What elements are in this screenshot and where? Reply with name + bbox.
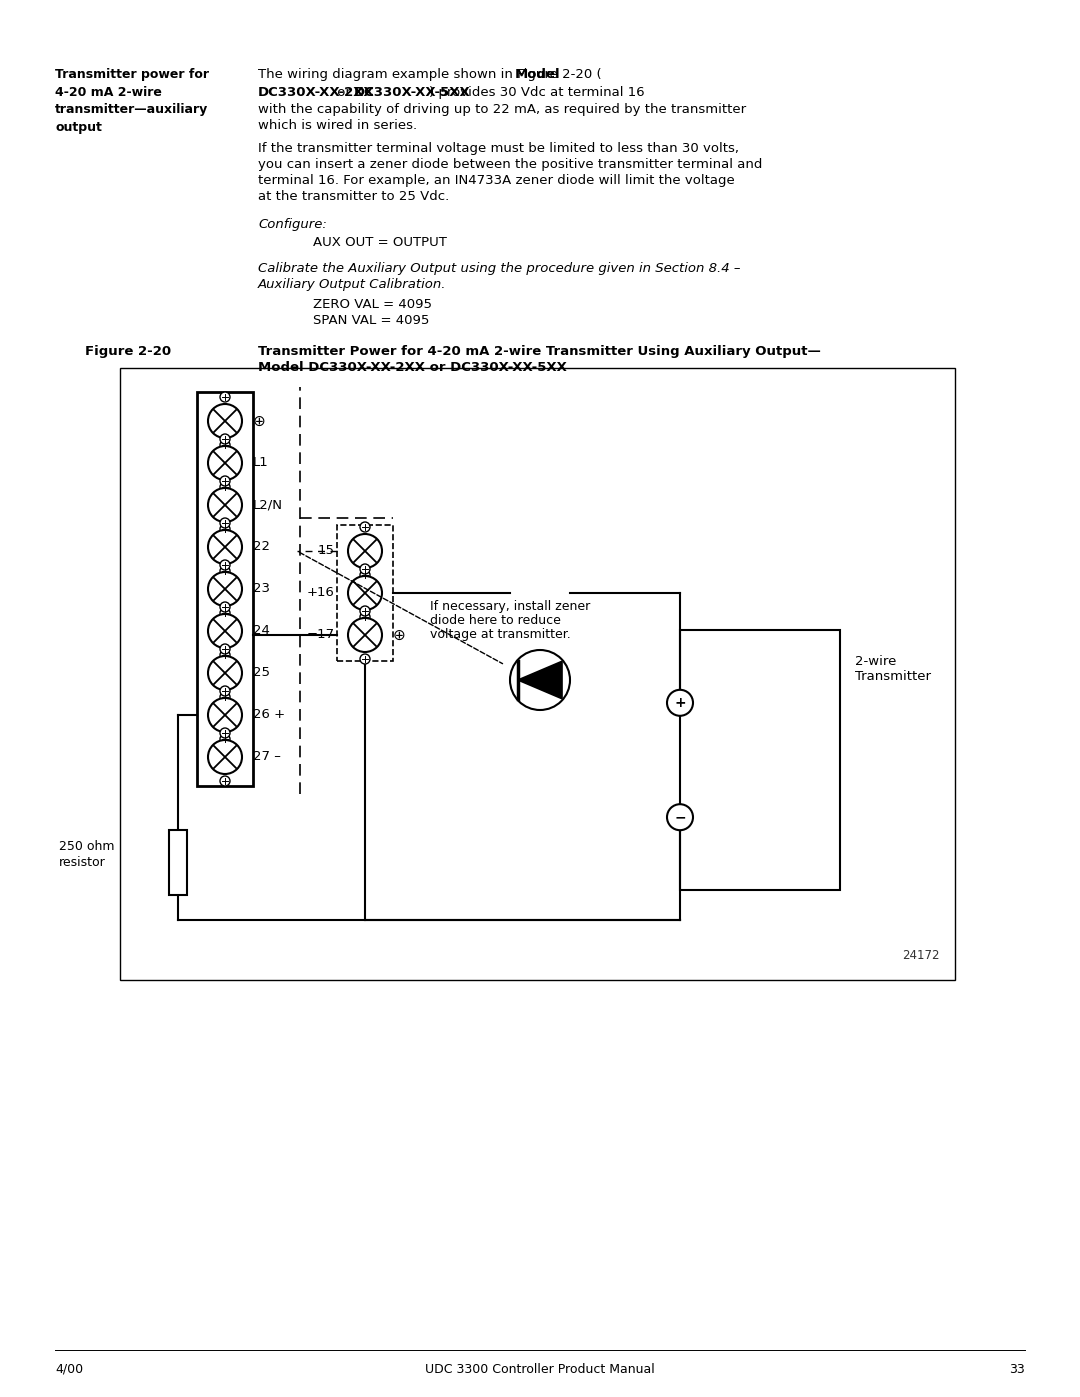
Bar	[680, 630, 840, 890]
Circle shape	[220, 650, 230, 659]
Text: +: +	[674, 696, 686, 710]
Text: Configure:: Configure:	[258, 218, 327, 231]
Circle shape	[220, 692, 230, 703]
Circle shape	[220, 518, 230, 528]
Circle shape	[220, 608, 230, 617]
Text: 33: 33	[1009, 1363, 1025, 1376]
Circle shape	[220, 440, 230, 450]
Circle shape	[208, 488, 242, 522]
Circle shape	[360, 570, 370, 580]
Text: 25: 25	[253, 666, 270, 679]
Bar	[168, 830, 187, 895]
Circle shape	[208, 657, 242, 690]
Circle shape	[348, 534, 382, 569]
Text: with the capability of driving up to 22 mA, as required by the transmitter: with the capability of driving up to 22 …	[258, 103, 746, 116]
Text: Transmitter Power for 4-20 mA 2-wire Transmitter Using Auxiliary Output—: Transmitter Power for 4-20 mA 2-wire Tra…	[258, 345, 821, 358]
Circle shape	[220, 393, 230, 402]
Text: output: output	[55, 120, 102, 134]
Text: transmitter—auxiliary: transmitter—auxiliary	[55, 103, 208, 116]
Circle shape	[208, 698, 242, 732]
Circle shape	[667, 690, 693, 715]
Polygon shape	[518, 661, 562, 698]
Text: resistor: resistor	[59, 856, 106, 869]
Circle shape	[220, 482, 230, 492]
Text: If the transmitter terminal voltage must be limited to less than 30 volts,: If the transmitter terminal voltage must…	[258, 142, 739, 155]
Circle shape	[220, 566, 230, 576]
Circle shape	[348, 576, 382, 610]
Text: at the transmitter to 25 Vdc.: at the transmitter to 25 Vdc.	[258, 190, 449, 203]
Text: If necessary, install zener: If necessary, install zener	[430, 599, 591, 613]
Text: or: or	[334, 87, 355, 99]
Circle shape	[208, 404, 242, 439]
Text: which is wired in series.: which is wired in series.	[258, 119, 417, 131]
Text: diode here to reduce: diode here to reduce	[430, 615, 561, 627]
Text: The wiring diagram example shown in Figure 2-20 (: The wiring diagram example shown in Figu…	[258, 68, 602, 81]
Text: 26 +: 26 +	[253, 708, 285, 721]
Text: Model DC330X-XX-2XX or DC330X-XX-5XX: Model DC330X-XX-2XX or DC330X-XX-5XX	[258, 360, 567, 374]
Text: 2-wire: 2-wire	[855, 655, 896, 668]
Text: L1: L1	[253, 457, 269, 469]
Text: −17: −17	[307, 629, 335, 641]
Text: you can insert a zener diode between the positive transmitter terminal and: you can insert a zener diode between the…	[258, 158, 762, 170]
Circle shape	[360, 564, 370, 574]
Text: 24: 24	[253, 624, 270, 637]
Text: ⊕: ⊕	[393, 627, 406, 643]
Circle shape	[220, 560, 230, 570]
Text: Transmitter: Transmitter	[855, 671, 931, 683]
Text: −: −	[674, 810, 686, 824]
Text: ) provides 30 Vdc at terminal 16: ) provides 30 Vdc at terminal 16	[429, 87, 645, 99]
Circle shape	[360, 522, 370, 532]
Text: 250 ohm: 250 ohm	[59, 840, 114, 854]
Circle shape	[220, 476, 230, 486]
Circle shape	[360, 612, 370, 622]
Text: DC330X-XX-5XX: DC330X-XX-5XX	[353, 87, 470, 99]
Text: Figure 2-20: Figure 2-20	[85, 345, 171, 358]
Text: voltage at transmitter.: voltage at transmitter.	[430, 629, 570, 641]
Circle shape	[208, 446, 242, 481]
Circle shape	[220, 524, 230, 534]
Circle shape	[220, 775, 230, 787]
Text: Auxiliary Output Calibration.: Auxiliary Output Calibration.	[258, 278, 446, 291]
Circle shape	[220, 434, 230, 444]
Text: terminal 16. For example, an IN4733A zener diode will limit the voltage: terminal 16. For example, an IN4733A zen…	[258, 175, 734, 187]
Text: ZERO VAL = 4095: ZERO VAL = 4095	[313, 298, 432, 312]
Text: UDC 3300 Controller Product Manual: UDC 3300 Controller Product Manual	[426, 1363, 654, 1376]
Text: 22: 22	[253, 541, 270, 553]
Text: 27 –: 27 –	[253, 750, 281, 764]
Text: AUX OUT = OUTPUT: AUX OUT = OUTPUT	[313, 236, 447, 249]
Circle shape	[208, 571, 242, 606]
Circle shape	[208, 529, 242, 564]
Text: 4-20 mA 2-wire: 4-20 mA 2-wire	[55, 85, 162, 99]
Circle shape	[667, 805, 693, 830]
Circle shape	[220, 644, 230, 654]
Text: Model: Model	[515, 68, 561, 81]
Circle shape	[220, 602, 230, 612]
Text: Transmitter power for: Transmitter power for	[55, 68, 210, 81]
Circle shape	[220, 733, 230, 745]
Bar	[197, 393, 253, 787]
Circle shape	[208, 740, 242, 774]
Bar	[337, 525, 393, 661]
Text: 15: 15	[318, 545, 335, 557]
Text: 24172: 24172	[903, 949, 940, 963]
Bar	[120, 367, 955, 981]
Text: Calibrate the Auxiliary Output using the procedure given in Section 8.4 –: Calibrate the Auxiliary Output using the…	[258, 263, 741, 275]
Text: SPAN VAL = 4095: SPAN VAL = 4095	[313, 314, 430, 327]
Circle shape	[510, 650, 570, 710]
Circle shape	[208, 615, 242, 648]
Circle shape	[360, 606, 370, 616]
Text: ⊕: ⊕	[253, 414, 266, 429]
Text: L2/N: L2/N	[253, 499, 283, 511]
Circle shape	[220, 686, 230, 696]
Text: +16: +16	[307, 587, 335, 599]
Text: 23: 23	[253, 583, 270, 595]
Circle shape	[220, 728, 230, 738]
Text: 4/00: 4/00	[55, 1363, 83, 1376]
Circle shape	[360, 654, 370, 664]
Circle shape	[348, 617, 382, 652]
Text: DC330X-XX-2XX: DC330X-XX-2XX	[258, 87, 375, 99]
